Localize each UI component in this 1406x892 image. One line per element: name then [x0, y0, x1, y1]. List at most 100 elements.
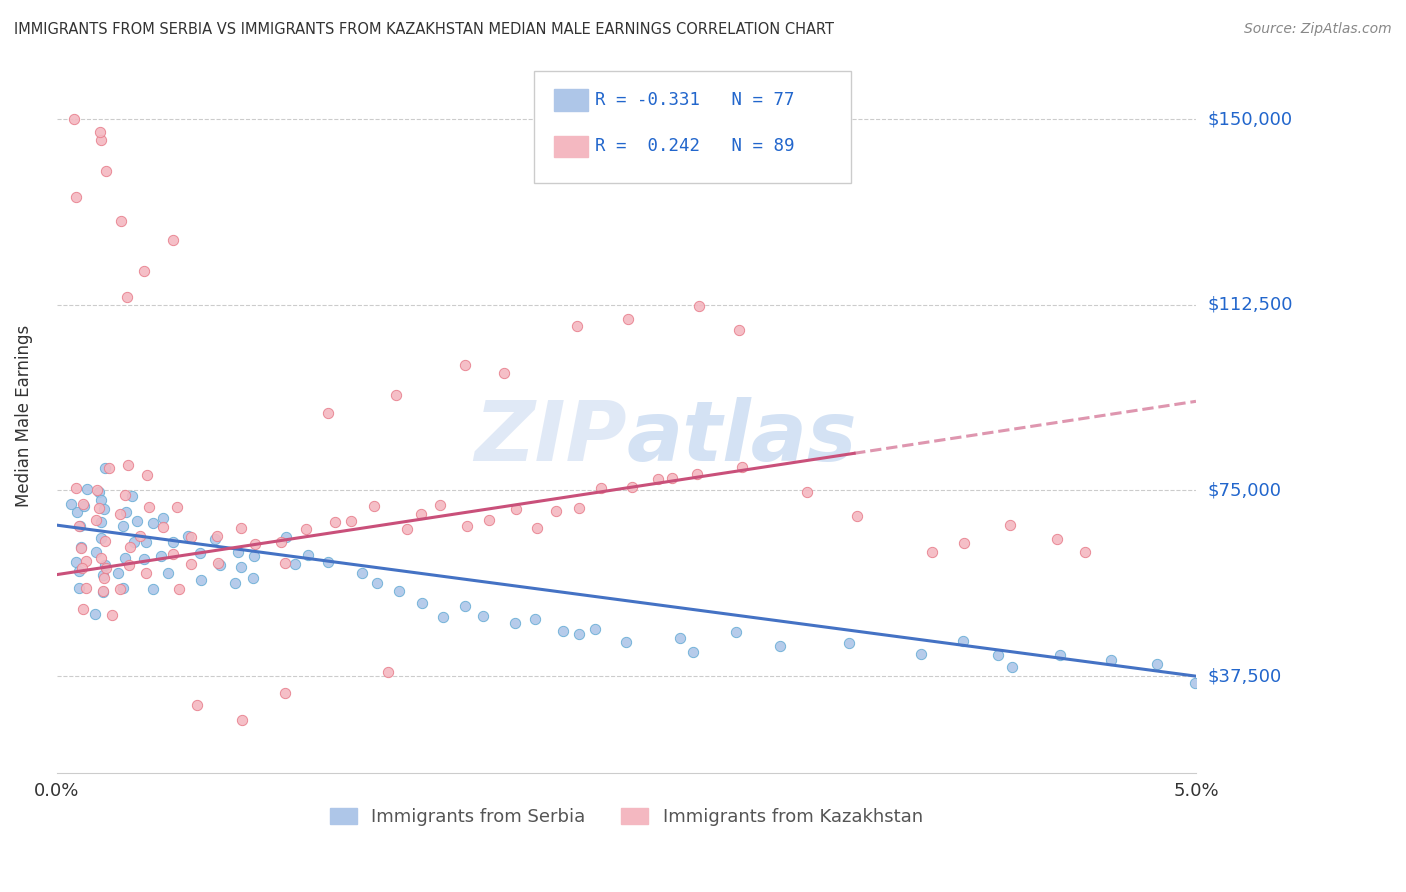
Point: [453, 358, 475, 372]
Point: [70, 540, 93, 554]
Text: ZIP: ZIP: [474, 397, 626, 478]
Point: [363, 500, 385, 514]
Point: [122, 534, 145, 549]
Point: [84, 607, 107, 622]
Point: [492, 367, 515, 381]
Point: [242, 571, 264, 585]
Point: [270, 535, 292, 549]
Point: [952, 634, 974, 648]
Point: [97, 461, 120, 475]
Point: [1046, 532, 1069, 546]
Point: [1049, 648, 1071, 662]
Point: [503, 616, 526, 631]
Point: [796, 485, 818, 500]
Point: [93, 585, 115, 599]
Point: [177, 529, 200, 543]
Point: [846, 508, 869, 523]
Point: [921, 545, 943, 559]
Point: [647, 472, 669, 486]
Point: [682, 645, 704, 659]
Point: [114, 551, 136, 566]
Point: [567, 318, 589, 333]
Point: [621, 480, 644, 494]
Point: [162, 547, 184, 561]
Point: [1073, 545, 1095, 559]
Point: [668, 631, 690, 645]
Point: [93, 502, 115, 516]
Point: [114, 488, 136, 502]
Point: [67, 519, 90, 533]
Point: [226, 544, 249, 558]
Point: [72, 602, 94, 616]
Point: [998, 517, 1021, 532]
Point: [725, 625, 748, 640]
Point: [583, 623, 606, 637]
Text: $150,000: $150,000: [1208, 110, 1292, 128]
Point: [188, 546, 211, 560]
Point: [156, 566, 179, 581]
Text: $112,500: $112,500: [1208, 296, 1292, 314]
Point: [617, 311, 640, 326]
Point: [377, 665, 399, 680]
Point: [69, 519, 91, 533]
Point: [1146, 657, 1168, 671]
Point: [340, 514, 363, 528]
Point: [67, 564, 90, 578]
Point: [152, 511, 174, 525]
Point: [190, 573, 212, 587]
Point: [454, 599, 477, 613]
Point: [110, 214, 132, 228]
Point: [110, 507, 132, 521]
Point: [70, 560, 93, 574]
Point: [101, 608, 124, 623]
Point: [121, 489, 143, 503]
Point: [728, 323, 751, 337]
Point: [591, 482, 613, 496]
Point: [91, 584, 114, 599]
Point: [94, 534, 117, 549]
Point: [910, 647, 932, 661]
Point: [94, 461, 117, 475]
Point: [76, 482, 98, 496]
Point: [204, 533, 226, 547]
Point: [553, 624, 575, 639]
Point: [546, 504, 568, 518]
Point: [526, 521, 548, 535]
Point: [205, 529, 228, 543]
Point: [138, 500, 160, 514]
Point: [112, 581, 135, 595]
Point: [75, 554, 97, 568]
Point: [243, 537, 266, 551]
Point: [86, 483, 108, 497]
Point: [180, 557, 202, 571]
Point: [231, 713, 253, 727]
Point: [284, 558, 307, 572]
Point: [136, 467, 159, 482]
Point: [65, 555, 87, 569]
Text: atlas: atlas: [626, 397, 856, 478]
Point: [1001, 660, 1024, 674]
Point: [89, 125, 111, 139]
Point: [107, 566, 129, 581]
Point: [231, 560, 253, 574]
Point: [142, 582, 165, 596]
Point: [429, 498, 451, 512]
Point: [274, 686, 297, 700]
Point: [84, 545, 107, 559]
Point: [86, 513, 108, 527]
Y-axis label: Median Male Earnings: Median Male Earnings: [15, 325, 32, 508]
Point: [117, 458, 139, 473]
Point: [456, 518, 478, 533]
Point: [838, 636, 860, 650]
Point: [94, 163, 117, 178]
Point: [72, 497, 94, 511]
Point: [90, 531, 112, 545]
Text: Source: ZipAtlas.com: Source: ZipAtlas.com: [1244, 22, 1392, 37]
Point: [141, 516, 163, 531]
Text: $37,500: $37,500: [1208, 667, 1281, 685]
Point: [186, 698, 208, 713]
Point: [276, 531, 298, 545]
Point: [661, 470, 683, 484]
Point: [297, 548, 319, 562]
Point: [90, 493, 112, 508]
